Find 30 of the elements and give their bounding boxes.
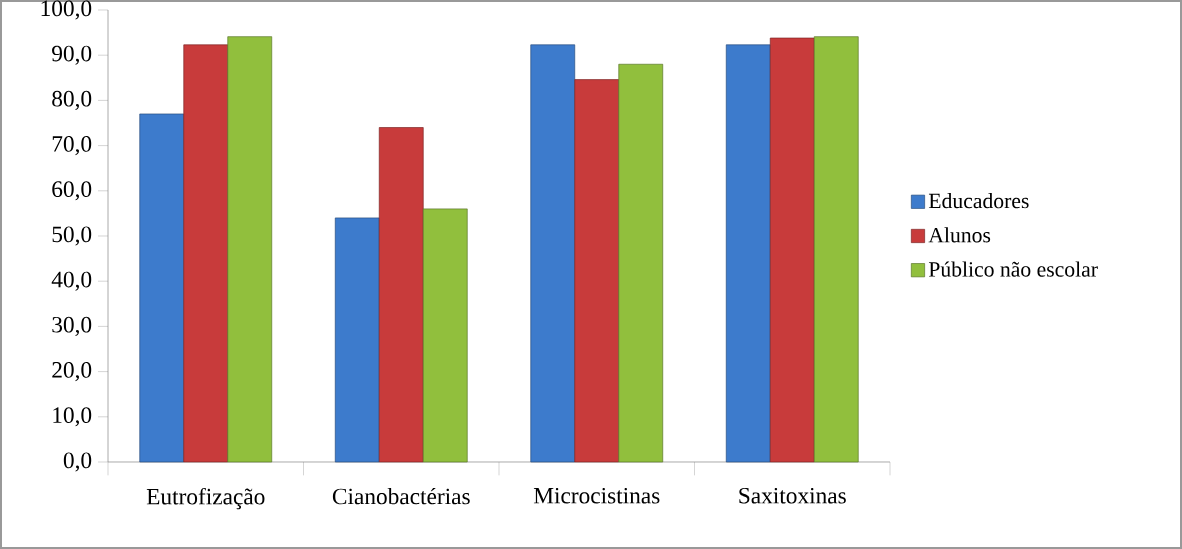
y-tick-label: 90,0: [52, 45, 92, 65]
y-tick-label: 10,0: [53, 407, 92, 427]
legend-label: Público não escolar: [928, 261, 1098, 277]
x-tick-label: Eutrofização: [146, 487, 265, 510]
y-tick-label: 50,0: [52, 226, 92, 246]
x-tick-label: Microcistinas: [533, 487, 660, 504]
y-tick-label: 30,0: [52, 316, 92, 336]
bar: [530, 44, 576, 463]
y-tick-label: 70,0: [52, 136, 92, 156]
y-tick-label: 20,0: [52, 362, 92, 382]
bar: [227, 36, 273, 463]
y-tick-label: 80,0: [52, 90, 92, 110]
bar: [378, 127, 424, 463]
bar: [183, 44, 229, 463]
y-tick-label: 40,0: [51, 271, 92, 291]
legend-label: Alunos: [928, 227, 991, 243]
bar: [139, 113, 185, 463]
y-tick-label: 60,0: [52, 181, 92, 201]
x-tick-label: Cianobactérias: [332, 487, 470, 505]
y-tick-label: 100,0: [41, 0, 92, 20]
bar: [813, 36, 859, 463]
bar: [618, 63, 664, 463]
y-tick-label: 0,0: [63, 452, 92, 472]
bar: [574, 79, 620, 463]
legend-label: Educadores: [928, 193, 1029, 209]
bar: [769, 37, 815, 463]
x-tick-label: Saxitoxinas: [739, 487, 846, 504]
bar: [334, 217, 380, 463]
bar: [725, 44, 771, 463]
bar: [422, 208, 468, 463]
